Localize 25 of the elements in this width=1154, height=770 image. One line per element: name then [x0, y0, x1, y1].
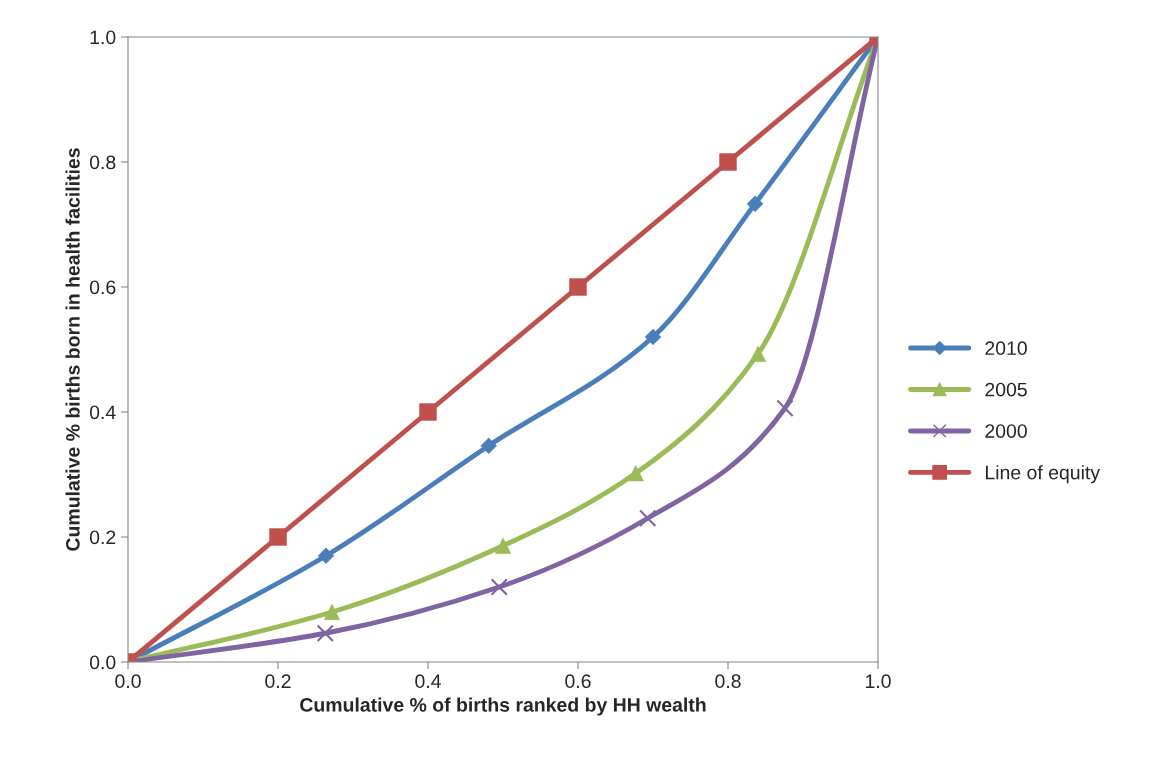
- y-axis-title: Cumulative % births born in health facilities: [65, 148, 80, 551]
- x-tick-label: 0.2: [265, 674, 291, 689]
- x-tick-label: 0.4: [415, 674, 441, 689]
- y-tick-label: 0.8: [89, 155, 116, 170]
- point: [639, 509, 657, 527]
- x-axis-title: Cumulative % of births ranked by HH wealth: [300, 697, 706, 716]
- y-tick-label: 0.2: [89, 530, 116, 545]
- y-tick-label: 0.4: [89, 405, 116, 420]
- x-tick-label: 0.0: [115, 674, 141, 689]
- legend-label: 2010: [985, 341, 1027, 356]
- point: [316, 624, 334, 642]
- x-tick-label: 1.0: [865, 674, 891, 689]
- y-tick-label: 0.6: [89, 280, 116, 295]
- legend-label: 2000: [985, 424, 1027, 438]
- x-tick-label: 0.6: [565, 674, 591, 689]
- y-tick-label: 0.0: [89, 655, 116, 670]
- point: [750, 345, 766, 362]
- point: [776, 399, 794, 417]
- x-tick-label: 0.8: [715, 674, 741, 689]
- point: [317, 547, 335, 564]
- y-tick-label: 1.0: [90, 30, 116, 45]
- legend-label: Line of equity: [985, 465, 1101, 484]
- point: [490, 578, 508, 596]
- legend-label: 2005: [985, 382, 1027, 397]
- point: [627, 465, 644, 482]
